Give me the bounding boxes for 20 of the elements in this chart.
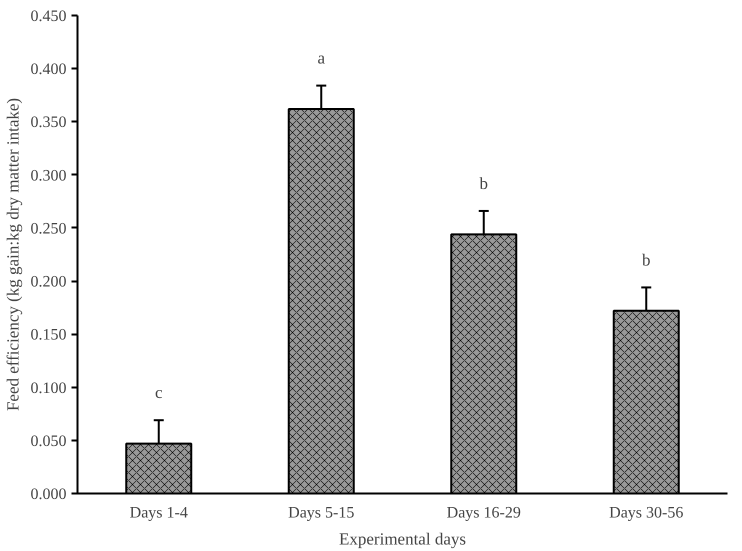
x-tick-label: Days 5-15 — [288, 504, 354, 522]
y-tick-label: 0.450 — [30, 8, 66, 25]
x-tick-label: Days 1-4 — [130, 504, 188, 522]
y-tick-label: 0.400 — [30, 61, 66, 78]
annotation: b — [480, 174, 488, 193]
x-axis-title: Experimental days — [339, 530, 466, 548]
y-tick-label: 0.050 — [30, 432, 66, 450]
y-tick-label: 0.200 — [30, 274, 66, 291]
y-tick-label: 0.000 — [30, 486, 66, 503]
y-tick-label: 0.250 — [30, 220, 66, 238]
y-tick-label: 0.100 — [30, 380, 66, 397]
y-tick-label: 0.350 — [30, 114, 66, 132]
x-tick-label: Days 16-29 — [446, 504, 521, 522]
annotation: b — [642, 250, 650, 270]
x-tick-label: Days 30-56 — [609, 504, 684, 522]
y-tick-label: 0.150 — [30, 326, 66, 344]
y-axis-title: Feed efficiency (kg gain:kg dry matter intake) — [4, 98, 22, 412]
annotation: a — [317, 48, 326, 68]
annotation: c — [154, 383, 163, 402]
y-tick-label: 0.300 — [30, 167, 66, 184]
